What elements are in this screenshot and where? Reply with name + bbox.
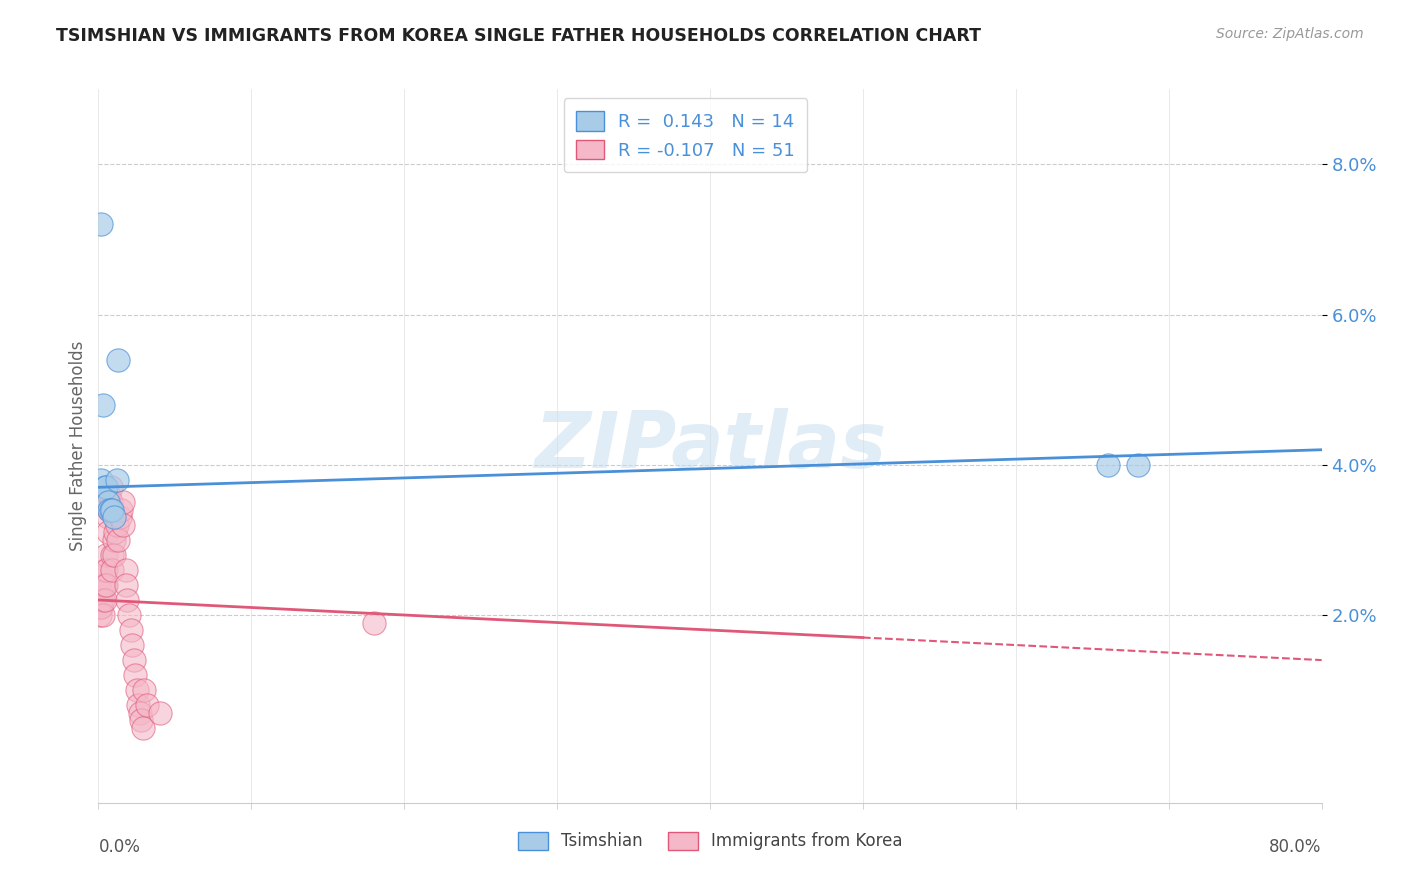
Point: [90, 593, 112, 607]
Point: [115, 563, 138, 577]
Point: [110, 503, 132, 517]
Point: [89, 593, 111, 607]
Point: [100, 480, 122, 494]
Point: [89, 600, 111, 615]
Point: [117, 593, 139, 607]
Point: [90, 218, 112, 232]
Point: [103, 533, 125, 547]
Text: TSIMSHIAN VS IMMIGRANTS FROM KOREA SINGLE FATHER HOUSEHOLDS CORRELATION CHART: TSIMSHIAN VS IMMIGRANTS FROM KOREA SINGL…: [56, 27, 981, 45]
Point: [363, 615, 385, 630]
Point: [94, 563, 117, 577]
Point: [105, 517, 128, 532]
Point: [105, 473, 128, 487]
Text: 0.0%: 0.0%: [98, 838, 141, 855]
Point: [97, 525, 120, 540]
Point: [101, 503, 124, 517]
Point: [121, 638, 143, 652]
Point: [93, 593, 115, 607]
Point: [91, 607, 114, 622]
Point: [115, 578, 138, 592]
Point: [98, 503, 121, 517]
Point: [104, 525, 127, 540]
Legend: Tsimshian, Immigrants from Korea: Tsimshian, Immigrants from Korea: [509, 823, 911, 859]
Point: [90, 600, 112, 615]
Point: [90, 473, 112, 487]
Point: [108, 510, 131, 524]
Point: [149, 706, 172, 720]
Point: [1097, 458, 1119, 472]
Point: [90, 570, 112, 584]
Point: [90, 585, 112, 599]
Text: ZIPatlas: ZIPatlas: [534, 408, 886, 484]
Point: [120, 623, 142, 637]
Point: [132, 721, 155, 735]
Point: [124, 668, 146, 682]
Point: [111, 517, 134, 532]
Point: [97, 495, 120, 509]
Point: [97, 510, 120, 524]
Point: [94, 480, 117, 494]
Point: [136, 698, 159, 713]
Point: [98, 488, 121, 502]
Point: [97, 495, 120, 509]
Point: [91, 578, 114, 592]
Point: [118, 607, 141, 622]
Text: 80.0%: 80.0%: [1270, 838, 1322, 855]
Point: [94, 578, 117, 592]
Point: [93, 578, 115, 592]
Point: [101, 548, 124, 562]
Point: [94, 548, 117, 562]
Point: [93, 563, 115, 577]
Point: [91, 593, 114, 607]
Point: [128, 706, 150, 720]
Point: [100, 495, 122, 509]
Point: [103, 548, 125, 562]
Y-axis label: Single Father Households: Single Father Households: [69, 341, 87, 551]
Point: [111, 495, 134, 509]
Text: Source: ZipAtlas.com: Source: ZipAtlas.com: [1216, 27, 1364, 41]
Point: [89, 607, 111, 622]
Point: [134, 683, 156, 698]
Point: [1128, 458, 1150, 472]
Point: [98, 503, 121, 517]
Point: [91, 398, 114, 412]
Point: [93, 480, 115, 494]
Point: [101, 563, 124, 577]
Point: [127, 698, 149, 713]
Point: [122, 653, 145, 667]
Point: [129, 713, 152, 727]
Point: [103, 510, 125, 524]
Point: [107, 533, 129, 547]
Point: [107, 352, 129, 367]
Point: [125, 683, 148, 698]
Point: [100, 503, 122, 517]
